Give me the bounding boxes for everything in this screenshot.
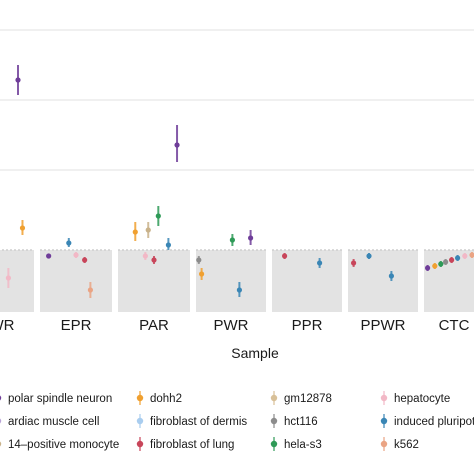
data-point [236,287,242,293]
legend-key-point [270,440,278,448]
legend-key-point [270,394,278,402]
legend-item: k562 [380,437,419,451]
panel-background [40,250,112,312]
legend-key-point [136,417,144,425]
data-point [199,271,205,277]
data-point [82,257,88,263]
legend-item: dohh2 [136,391,182,405]
legend-item: fibroblast of lung [136,437,234,451]
legend-label: fibroblast of lung [150,439,234,451]
legend-label: gm12878 [284,393,332,405]
panel-background [0,250,34,312]
data-point [196,257,202,263]
facet-label: PPR [292,317,323,334]
facet-label: WR [0,317,15,334]
data-point [462,253,468,259]
data-point [317,260,323,266]
legend-key-point [136,394,144,402]
data-point [229,237,235,243]
facet-label: PWR [214,317,249,334]
legend-key-point [0,418,2,424]
data-point [443,259,449,265]
panel-background [272,250,342,312]
data-point [19,225,26,231]
data-point [455,255,461,261]
data-point [87,287,93,293]
legend-key-point [380,417,388,425]
data-point [66,240,72,246]
facet-label: PPWR [361,317,406,334]
panel-background [424,250,474,312]
legend-item: fibroblast of dermis [136,414,247,428]
legend-label: hela-s3 [284,439,322,451]
data-point [425,265,431,271]
legend-label: k562 [394,439,419,451]
panel-backgrounds [0,249,474,312]
x-axis-title: Sample [231,345,279,361]
legend-key-point [0,395,2,401]
data-point [15,77,21,83]
panel-background [196,250,266,312]
data-point [132,229,138,235]
data-point [248,235,254,241]
legend-label: ardiac muscle cell [8,416,99,428]
data-point [449,257,455,263]
data-point [165,242,171,248]
legend-key-point [136,440,144,448]
facet-strip-labels: WR EPR PAR PWR PPR PPWR CTC [0,317,470,334]
panel-background [348,250,418,312]
legend-key-point [270,417,278,425]
legend-key-point [380,440,388,448]
data-point [174,142,180,148]
data-point [151,257,157,263]
legend-item: hepatocyte [380,391,450,405]
data-point [469,252,474,258]
legend-item: ardiac muscle cell [0,416,99,428]
legend-label: 14–positive monocyte [8,439,119,451]
legend: polar spindle neuron ardiac muscle cell 14… [0,391,474,451]
data-point [351,260,357,266]
data-point [73,252,79,258]
data-point [142,253,148,259]
legend-label: hct116 [284,416,318,428]
data-point [46,253,52,259]
data-point [438,261,444,267]
data-point [155,213,161,219]
facet-label: PAR [139,317,169,334]
legend-label: polar spindle neuron [8,393,112,405]
legend-item: hct116 [270,414,318,428]
legend-label: fibroblast of dermis [150,416,247,428]
legend-key-point [380,394,388,402]
legend-label: hepatocyte [394,393,450,405]
data-point [366,253,372,259]
legend-item: polar spindle neuron [0,393,112,405]
facet-label: EPR [61,317,92,334]
legend-item: hela-s3 [270,437,322,451]
legend-label: induced pluripoter [394,416,474,428]
data-point [432,263,438,269]
data-marks [5,65,474,298]
legend-item: gm12878 [270,391,332,405]
legend-label: dohh2 [150,393,182,405]
data-point [282,253,288,259]
data-point [5,275,11,281]
legend-key-point [0,441,2,447]
gridlines [0,29,474,171]
legend-item: 14–positive monocyte [0,439,119,451]
legend-item: induced pluripoter [380,414,474,428]
data-point [145,227,151,233]
facet-label: CTC [439,317,470,334]
data-point [388,273,394,279]
